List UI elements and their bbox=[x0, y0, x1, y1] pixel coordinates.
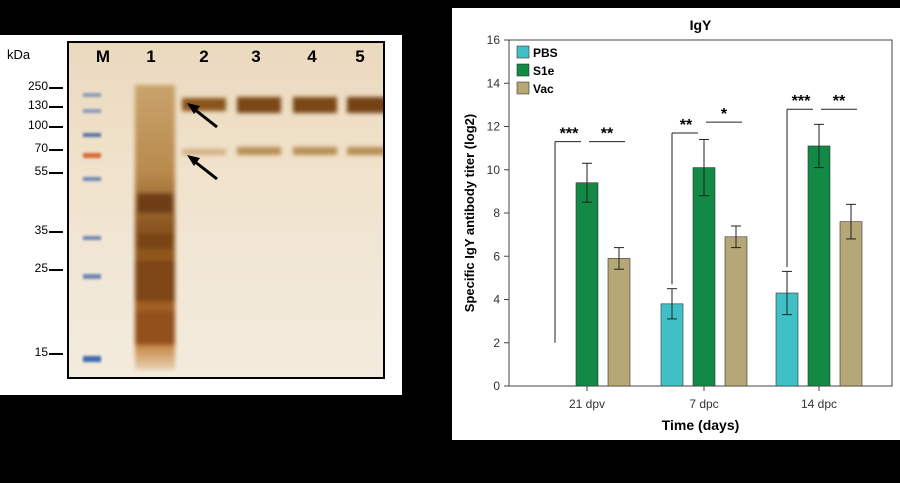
kda-marker-tick bbox=[49, 106, 63, 108]
y-tick-label: 4 bbox=[493, 293, 500, 307]
significance-label: ** bbox=[680, 117, 693, 134]
kda-marker-tick bbox=[49, 353, 63, 355]
lane-label: 2 bbox=[199, 47, 209, 66]
legend-swatch-s1e bbox=[516, 63, 530, 77]
y-tick-label: 0 bbox=[493, 379, 500, 393]
bar-vac bbox=[839, 221, 863, 387]
bar-vac bbox=[607, 258, 631, 387]
x-axis-label: Time (days) bbox=[662, 417, 740, 433]
significance-label: * bbox=[721, 106, 728, 123]
lane-label: 5 bbox=[355, 47, 365, 66]
chart-title: IgY bbox=[690, 17, 712, 33]
lane-label: 1 bbox=[146, 47, 156, 66]
chart-panel: IgY 0 2 4 6 8 10 12 14 16 Specific IgY antibody ti… bbox=[452, 8, 900, 440]
kda-marker-label: 70 bbox=[34, 141, 48, 155]
lane-1-smear bbox=[135, 85, 175, 370]
kda-marker-label: 15 bbox=[34, 345, 48, 359]
gel-panel: kDa 250 130 100 70 55 35 25 15 bbox=[0, 35, 402, 395]
x-tick-label: 14 dpc bbox=[801, 397, 837, 411]
y-tick-label: 6 bbox=[493, 249, 500, 263]
legend-label: PBS bbox=[533, 46, 558, 60]
y-tick-label: 8 bbox=[493, 206, 500, 220]
kda-marker-label: 55 bbox=[34, 164, 48, 178]
bar-s1e bbox=[692, 167, 716, 387]
legend-label: S1e bbox=[533, 64, 555, 78]
kda-marker-tick bbox=[49, 231, 63, 233]
gel-image bbox=[67, 41, 385, 379]
band-arrows bbox=[187, 103, 218, 181]
marker-lane bbox=[83, 93, 101, 362]
kda-marker-label: 35 bbox=[34, 223, 48, 237]
legend-label: Vac bbox=[533, 82, 554, 96]
x-tick-label: 21 dpv bbox=[569, 397, 605, 411]
legend-swatch-pbs bbox=[516, 45, 530, 59]
kda-marker-label: 250 bbox=[27, 79, 48, 93]
y-tick-label: 16 bbox=[487, 33, 501, 47]
lanes-2-5-bands bbox=[182, 97, 383, 155]
lane-label: 3 bbox=[251, 47, 261, 66]
kda-marker-tick bbox=[49, 172, 63, 174]
kda-marker-label: 100 bbox=[27, 118, 48, 132]
lane-label: 4 bbox=[307, 47, 317, 66]
lane-label: M bbox=[95, 47, 111, 66]
significance-label: *** bbox=[792, 93, 811, 110]
bar-s1e bbox=[575, 182, 599, 387]
legend-swatch-vac bbox=[516, 81, 530, 95]
y-axis-label: Specific IgY antibody titer (log2) bbox=[462, 114, 477, 312]
kda-marker-tick bbox=[49, 149, 63, 151]
y-tick-label: 2 bbox=[493, 336, 500, 350]
kda-marker-tick bbox=[49, 126, 63, 128]
y-tick-label: 14 bbox=[487, 76, 501, 90]
significance-label: ** bbox=[833, 93, 846, 110]
x-tick-label: 7 dpc bbox=[689, 397, 718, 411]
kda-marker-label: 25 bbox=[34, 261, 48, 275]
significance-label: ** bbox=[601, 126, 614, 143]
kda-marker-tick bbox=[49, 87, 63, 89]
significance-label: *** bbox=[560, 126, 579, 143]
gel-bands bbox=[83, 85, 383, 370]
kda-unit-label: kDa bbox=[7, 47, 31, 62]
y-tick-label: 12 bbox=[487, 120, 501, 134]
y-tick-label: 10 bbox=[487, 163, 501, 177]
igy-bar-chart: IgY 0 2 4 6 8 10 12 14 16 Specific IgY antibody ti… bbox=[462, 17, 893, 433]
kda-marker-tick bbox=[49, 269, 63, 271]
bar-s1e bbox=[807, 145, 831, 387]
kda-marker-label: 130 bbox=[27, 98, 48, 112]
bar-vac bbox=[724, 236, 748, 387]
